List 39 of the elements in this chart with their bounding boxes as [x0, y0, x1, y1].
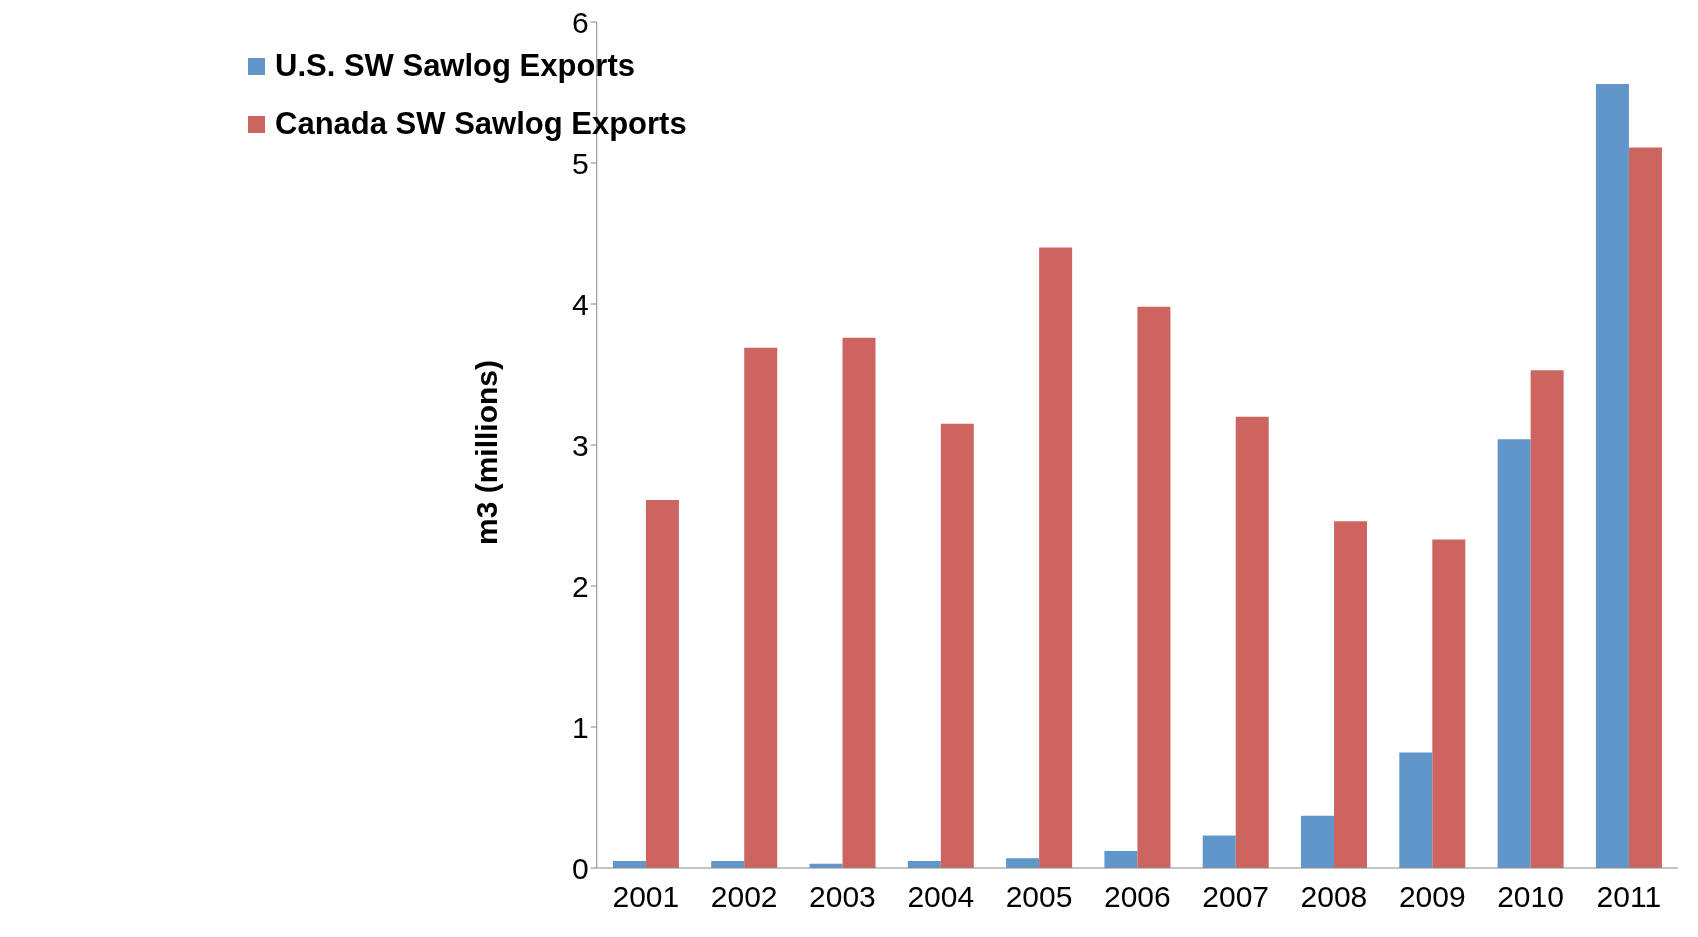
x-tick-label: 2001: [612, 880, 680, 914]
x-tick-label: 2008: [1300, 880, 1368, 914]
bar: [940, 423, 974, 868]
bar: [842, 337, 876, 868]
bar: [1137, 306, 1171, 868]
bar: [1235, 416, 1269, 868]
bar: [1530, 370, 1564, 868]
bar: [1334, 521, 1368, 868]
y-axis-title: m3 (millions): [470, 359, 504, 545]
bar: [1301, 815, 1335, 868]
bar: [1039, 247, 1073, 868]
y-tick-label: 0: [572, 851, 589, 885]
y-tick-label: 2: [572, 569, 589, 603]
bar: [1104, 851, 1138, 868]
x-tick-label: 2009: [1398, 880, 1466, 914]
bar: [744, 347, 778, 868]
bar: [1432, 539, 1466, 868]
y-tick-label: 3: [572, 428, 589, 462]
x-tick-label: 2004: [907, 880, 975, 914]
bar: [1595, 84, 1629, 868]
bar: [1202, 835, 1236, 868]
y-tick-label: 5: [572, 146, 589, 180]
bar: [1399, 752, 1433, 868]
x-tick-label: 2003: [809, 880, 876, 914]
x-tick-label: 2005: [1005, 880, 1073, 914]
x-tick-label: 2011: [1596, 880, 1662, 914]
bar: [1497, 439, 1531, 868]
x-tick-label: 2010: [1497, 880, 1564, 914]
x-tick-label: 2007: [1202, 880, 1270, 914]
bar: [645, 499, 679, 868]
x-tick-label: 2006: [1103, 880, 1171, 914]
y-tick-label: 6: [572, 5, 589, 39]
legend-label: Canada SW Sawlog Exports: [275, 106, 687, 142]
legend-label: U.S. SW Sawlog Exports: [275, 48, 635, 84]
bar: [1628, 147, 1662, 868]
x-tick-label: 2002: [710, 880, 778, 914]
bar: [1006, 858, 1040, 868]
y-tick-label: 1: [572, 710, 589, 744]
y-tick-label: 4: [572, 287, 589, 321]
